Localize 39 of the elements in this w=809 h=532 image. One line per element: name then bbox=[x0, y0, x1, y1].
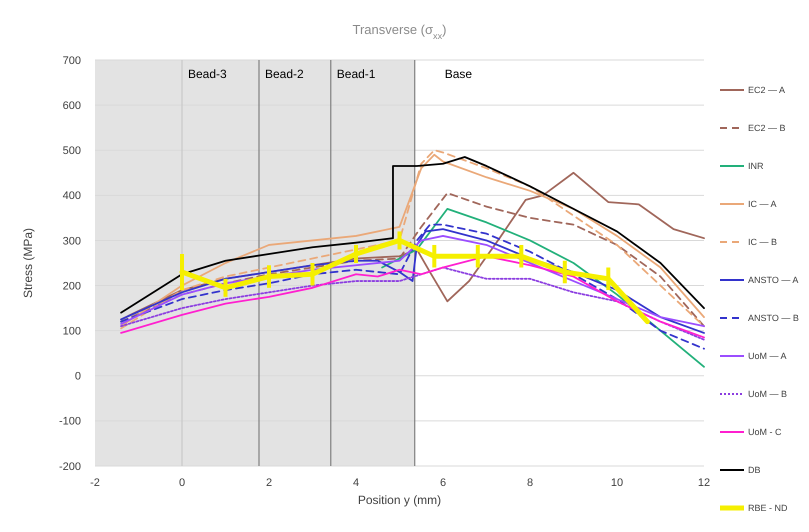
y-tick-label: 500 bbox=[62, 145, 81, 158]
band-label: Bead-1 bbox=[336, 67, 376, 81]
legend-label: RBE - ND bbox=[748, 503, 788, 514]
legend-label: INR bbox=[748, 161, 764, 172]
legend-label: EC2 — B bbox=[748, 123, 786, 134]
y-tick-label: 700 bbox=[62, 54, 81, 67]
y-tick-label: 0 bbox=[74, 370, 81, 383]
chart-title: Transverse (σ$_{xx}$) bbox=[352, 22, 446, 41]
legend-label: UoM — A bbox=[748, 351, 787, 362]
legend-label: IC — B bbox=[748, 237, 778, 248]
line-series bbox=[120, 266, 705, 341]
x-tick-label: -2 bbox=[90, 477, 100, 489]
x-tick-label: 0 bbox=[178, 477, 186, 489]
x-axis-title: Position y (mm) bbox=[358, 493, 442, 507]
legend-label: UoM — B bbox=[748, 389, 788, 400]
y-tick-label: 100 bbox=[62, 326, 81, 338]
legend-label: ANSTO — A bbox=[748, 275, 798, 286]
y-tick-label: -100 bbox=[58, 416, 81, 428]
x-tick-label: 8 bbox=[526, 477, 534, 489]
y-axis-title: Stress (MPa) bbox=[21, 228, 35, 298]
legend-label: EC2 — A bbox=[748, 85, 786, 96]
legend-label: UoM - C bbox=[748, 427, 782, 438]
y-tick-label: 300 bbox=[62, 235, 81, 248]
y-tick-label: 600 bbox=[62, 100, 81, 112]
line-series bbox=[381, 208, 705, 368]
band-label: Bead-2 bbox=[264, 67, 304, 81]
legend-label: DB bbox=[748, 465, 761, 476]
x-tick-label: 6 bbox=[440, 477, 446, 489]
band-label: Bead-3 bbox=[188, 67, 228, 81]
y-tick-label: 400 bbox=[62, 190, 81, 202]
y-tick-label: 200 bbox=[62, 280, 81, 292]
legend-label: ANSTO — B bbox=[748, 313, 799, 324]
x-tick-label: 10 bbox=[610, 477, 624, 489]
y-tick-label: -200 bbox=[58, 460, 81, 473]
annotation: Base bbox=[444, 67, 472, 81]
legend-label: IC — A bbox=[748, 199, 777, 210]
x-tick-label: 2 bbox=[266, 477, 272, 489]
x-tick-label: 4 bbox=[352, 477, 360, 489]
x-tick-label: 12 bbox=[698, 477, 710, 489]
